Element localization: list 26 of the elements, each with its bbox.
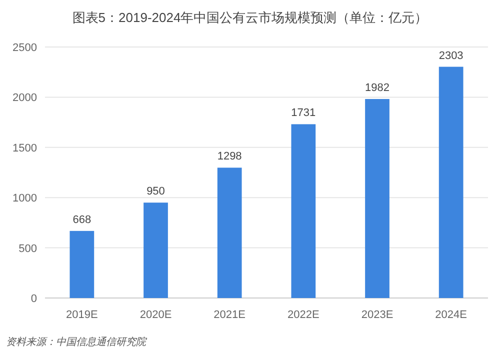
bar	[365, 99, 390, 298]
data-label: 668	[72, 214, 92, 226]
x-tick-label: 2020E	[140, 309, 172, 321]
x-tick-label: 2021E	[214, 309, 246, 321]
bar	[144, 202, 168, 298]
x-tick-label: 2019E	[66, 309, 98, 321]
text: 资料来源：中国信息通信研究院	[6, 336, 148, 348]
bar	[70, 230, 94, 298]
data-label: 1982	[365, 82, 390, 94]
bar	[438, 66, 464, 298]
y-tick-label: 2000	[12, 92, 37, 104]
chart-title: 图表5：2019-2024年中国公有云市场规模预测（单位：亿元）	[72, 10, 428, 25]
x-tick-label: 2023E	[361, 309, 394, 321]
data-label: 950	[146, 186, 165, 198]
x-tick-label: 2024E	[435, 309, 467, 321]
y-tick-label: 1500	[12, 142, 37, 154]
y-tick-label: 0	[30, 293, 37, 305]
x-tick-label: 2022E	[288, 309, 320, 321]
data-label: 2303	[438, 50, 464, 62]
y-tick-label: 500	[18, 242, 37, 255]
bar	[291, 124, 316, 298]
y-tick-label: 2500	[12, 42, 37, 54]
data-label: 1731	[291, 107, 316, 120]
data-label: 1298	[217, 150, 242, 163]
bar	[217, 168, 242, 298]
y-tick-label: 1000	[12, 192, 37, 205]
